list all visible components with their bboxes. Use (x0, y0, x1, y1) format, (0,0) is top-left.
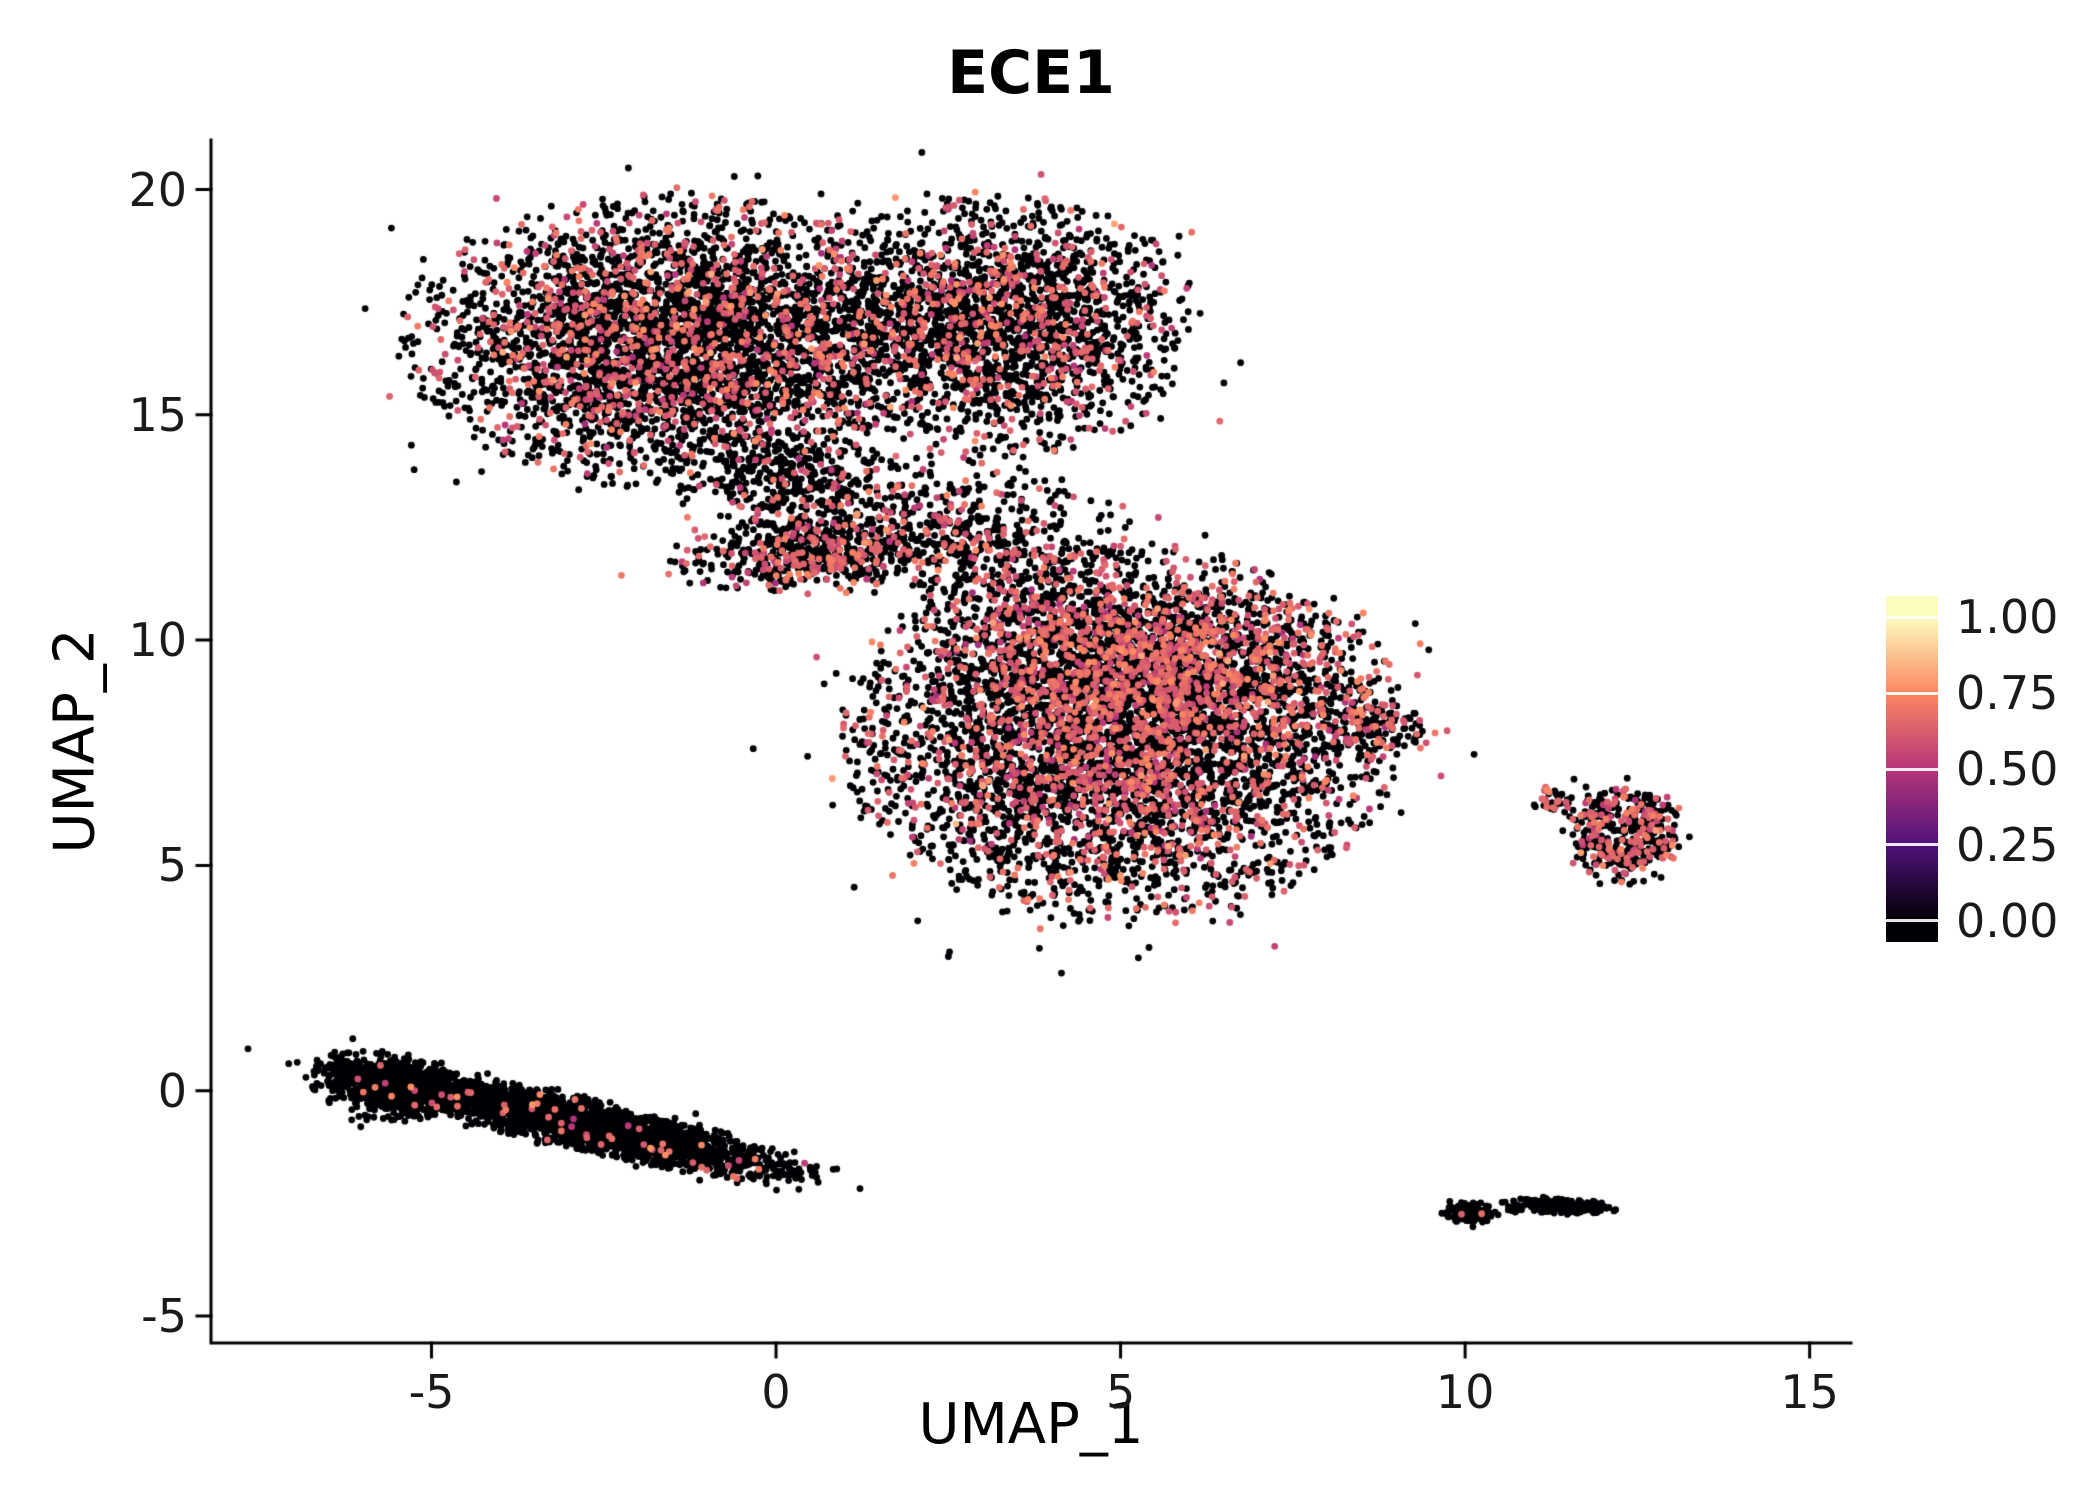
y-axis-title: UMAP_2 (42, 628, 108, 854)
y-tick-label: 15 (128, 387, 187, 442)
colorbar-tick-label: 1.00 (1956, 590, 2059, 645)
colorbar-tick (1886, 843, 1938, 847)
y-tick-label: 0 (157, 1063, 187, 1118)
chart-title: ECE1 (947, 38, 1115, 108)
x-axis-title: UMAP_1 (918, 1392, 1144, 1457)
y-tick-label: 5 (157, 838, 187, 893)
colorbar-tick (1886, 691, 1938, 695)
colorbar-tick (1886, 919, 1938, 923)
x-tick-label: 0 (761, 1365, 791, 1419)
x-tick-label: 5 (1105, 1365, 1136, 1419)
colorbar-legend: 1.00 0.75 0.50 0.25 0.00 (1886, 590, 2100, 948)
colorbar-tick-label: 0.50 (1956, 742, 2059, 796)
y-tick-label: -5 (141, 1288, 187, 1343)
colorbar-tick (1886, 615, 1938, 619)
y-tick-label: 10 (128, 613, 187, 668)
colorbar-tick-label: 0.00 (1956, 893, 2059, 948)
colorbar-tick-label: 0.25 (1956, 817, 2059, 872)
x-tick-label: -5 (408, 1365, 455, 1419)
colorbar-tick (1886, 767, 1938, 771)
x-tick-label: 15 (1780, 1365, 1839, 1419)
y-tick-label: 20 (128, 162, 187, 217)
x-tick-label: 10 (1435, 1365, 1495, 1419)
colorbar-tick-label: 0.75 (1956, 666, 2059, 721)
